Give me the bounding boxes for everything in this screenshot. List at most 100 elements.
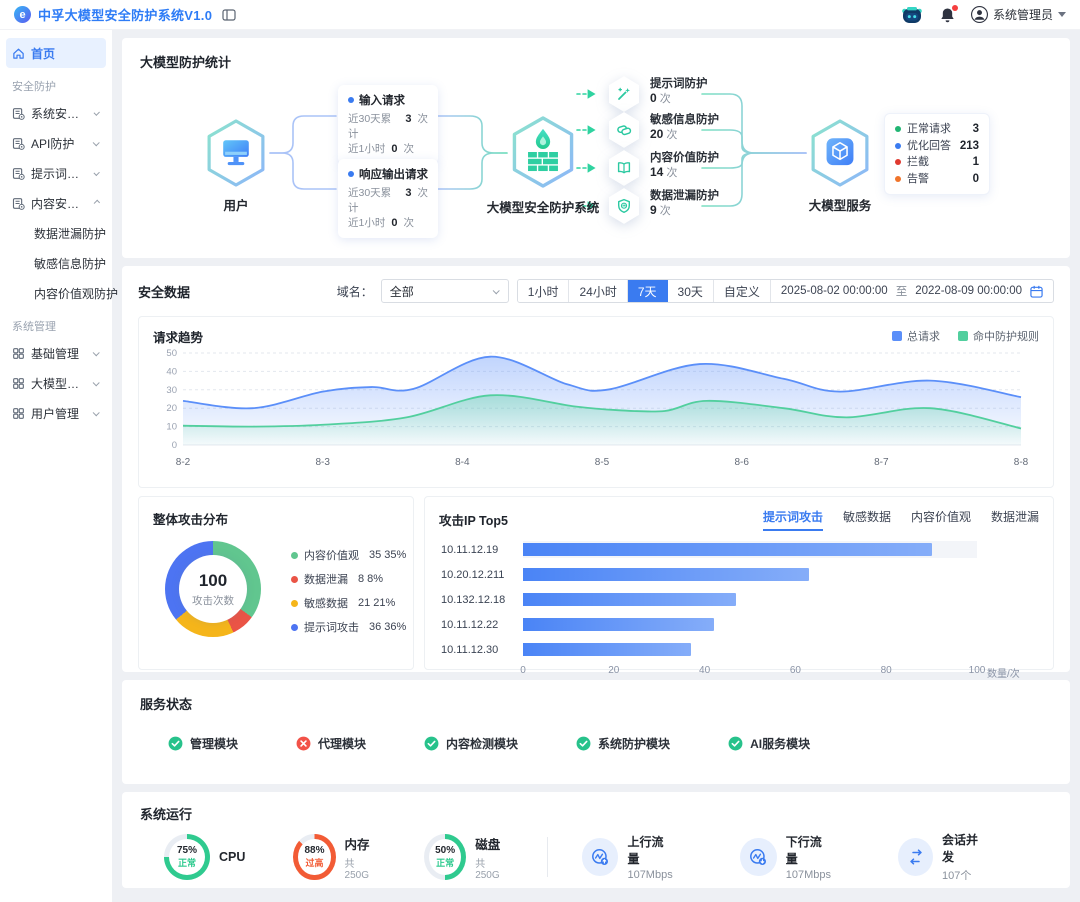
svg-text:30: 30 bbox=[166, 385, 177, 396]
assistant-robot-icon[interactable] bbox=[900, 5, 924, 25]
legend-swatch bbox=[892, 331, 902, 341]
sidebar-item[interactable]: 系统安全防护 bbox=[6, 98, 106, 128]
svg-text:8-2: 8-2 bbox=[176, 457, 191, 468]
service-stats-card: 正常请求 3 优化回答 213 拦截 1 告警 0 bbox=[884, 113, 990, 195]
request-row-label: 近1小时 bbox=[348, 143, 386, 155]
calendar-icon[interactable] bbox=[1030, 285, 1043, 298]
protection-node bbox=[606, 110, 642, 150]
gauge-percent: 88% bbox=[304, 845, 325, 856]
gauge-ring: 50% 正常 bbox=[424, 834, 467, 880]
request-card-row: 近1小时 0 次 bbox=[348, 142, 428, 157]
protection-row: 敏感信息防护 20 次 bbox=[650, 114, 800, 143]
input-request-card: 输入请求 近30天累计 3 次近1小时 0 次 bbox=[338, 85, 438, 164]
metric-text: 会话并发 107个 bbox=[942, 831, 986, 883]
protection-value: 14 次 bbox=[650, 165, 678, 179]
bar-value-bar bbox=[523, 593, 737, 606]
bar-value-bar bbox=[523, 643, 691, 656]
legend-item[interactable]: 总请求 bbox=[892, 328, 940, 344]
system-running-card: 系统运行 75% 正常 CPU 88% 过高 内存 共250G 50% 正常 磁盘 共250G 上行流… bbox=[122, 792, 1070, 888]
attack-type-tab[interactable]: 提示词攻击 bbox=[762, 508, 823, 531]
service-stat-row: 拦截 1 bbox=[895, 154, 979, 171]
donut-legend-item[interactable]: 敏感数据 21 21% bbox=[291, 591, 406, 615]
sidebar-item-label: 用户管理 bbox=[31, 406, 80, 421]
service-status-title: 服务状态 bbox=[140, 697, 193, 712]
gauge-ring-inner: 50% 正常 bbox=[429, 839, 462, 875]
sidebar-subitem[interactable]: 数据泄漏防护 bbox=[34, 226, 107, 241]
bar-zone bbox=[523, 537, 977, 562]
range-button[interactable]: 自定义 bbox=[713, 280, 771, 302]
request-card-title: 响应输出请求 bbox=[348, 166, 428, 182]
attack-type-tab[interactable]: 数据泄漏 bbox=[990, 509, 1039, 524]
gauge-sub-label: 共250G bbox=[344, 858, 369, 881]
output-request-card: 响应输出请求 近30天累计 3 次近1小时 0 次 bbox=[338, 159, 438, 238]
service-stat-row: 正常请求 3 bbox=[895, 121, 979, 138]
user-menu[interactable]: 系统管理员 bbox=[970, 6, 1066, 23]
resource-gauge: 50% 正常 磁盘 共250G bbox=[424, 834, 507, 881]
service-module: 管理模块 bbox=[168, 735, 238, 752]
notification-badge bbox=[951, 4, 958, 11]
user-name: 系统管理员 bbox=[992, 8, 1053, 22]
bar-chart-row: 10.11.12.30 bbox=[439, 637, 1039, 662]
sidebar-collapse-icon[interactable] bbox=[222, 8, 236, 21]
legend-item[interactable]: 命中防护规则 bbox=[958, 328, 1039, 344]
gauge-text: CPU bbox=[219, 850, 245, 864]
range-button[interactable]: 7天 bbox=[627, 280, 668, 302]
user-menu-caret-icon bbox=[1058, 12, 1066, 17]
chevron-down-icon bbox=[93, 109, 100, 116]
date-start-input[interactable]: 2025-08-02 00:00:00 bbox=[780, 285, 888, 297]
sidebar-subitem[interactable]: 内容价值观防护 bbox=[34, 286, 119, 301]
request-row-unit: 次 bbox=[403, 217, 414, 229]
donut-legend-value: 36 36% bbox=[369, 621, 407, 633]
legend-swatch bbox=[958, 331, 968, 341]
gauge-ring-inner: 88% 过高 bbox=[298, 839, 331, 875]
notification-bell-icon[interactable] bbox=[940, 4, 958, 23]
resource-gauge: 88% 过高 内存 共250G bbox=[293, 834, 376, 881]
cube-icon bbox=[826, 138, 854, 166]
donut-legend-item[interactable]: 内容价值观 35 35% bbox=[291, 543, 406, 567]
metric-value: 107个 bbox=[942, 870, 972, 882]
user-node bbox=[204, 117, 268, 189]
donut-legend-item[interactable]: 提示词攻击 36 36% bbox=[291, 615, 406, 639]
bar-zone bbox=[523, 562, 977, 587]
sidebar-item[interactable]: 大模型管理 bbox=[6, 368, 106, 398]
bar-chart-row: 10.20.12.211 bbox=[439, 562, 1039, 587]
sidebar-item[interactable]: 基础管理 bbox=[6, 338, 106, 368]
sidebar-item[interactable]: 用户管理 bbox=[6, 398, 106, 428]
bar-chart-row: 10.11.12.19 bbox=[439, 537, 1039, 562]
donut-legend-item[interactable]: 数据泄漏 8 8% bbox=[291, 567, 406, 591]
range-button[interactable]: 1小时 bbox=[517, 280, 570, 302]
sidebar-item[interactable]: 内容安全防护 bbox=[6, 188, 106, 218]
attack-type-tab[interactable]: 内容价值观 bbox=[910, 509, 971, 524]
svg-text:8-7: 8-7 bbox=[874, 457, 889, 468]
sidebar-item[interactable]: 首页 bbox=[6, 38, 106, 68]
domain-select[interactable]: 全部 bbox=[380, 279, 509, 303]
sidebar-item[interactable]: 提示词攻击防护 bbox=[6, 158, 106, 188]
protection-system-node bbox=[509, 113, 577, 191]
service-module-label: 系统防护模块 bbox=[598, 737, 671, 751]
donut-legend-label: 数据泄漏 bbox=[304, 574, 348, 586]
chevron-down-icon bbox=[92, 408, 100, 416]
bar-zone bbox=[523, 587, 977, 612]
gauge-text: 内存 共250G bbox=[345, 834, 377, 881]
sidebar-item[interactable]: API防护 bbox=[6, 128, 106, 158]
status-ok-icon bbox=[728, 736, 743, 751]
protection-flow-diagram: 用户 输入请求 近30天累计 3 次近1小时 0 次 响应输出请求 近30天累计 3 次近1小时… bbox=[140, 71, 1052, 251]
donut-legend-label: 内容价值观 bbox=[304, 550, 359, 562]
blue-dot-icon bbox=[348, 97, 354, 103]
gauge-percent: 75% bbox=[176, 845, 197, 856]
date-end-input[interactable]: 2022-08-09 00:00:00 bbox=[915, 285, 1022, 297]
attack-type-tab[interactable]: 敏感数据 bbox=[842, 509, 891, 524]
domain-label: 域名： bbox=[336, 284, 373, 299]
metric-label: 会话并发 bbox=[942, 833, 979, 864]
sidebar-item-label: 系统安全防护 bbox=[31, 106, 88, 121]
sidebar-item-label: 提示词攻击防护 bbox=[31, 166, 88, 181]
gauge-sub-label: 共250G bbox=[475, 858, 500, 881]
request-card-title-text: 响应输出请求 bbox=[359, 169, 428, 181]
protection-node bbox=[606, 186, 642, 226]
request-card-title-text: 输入请求 bbox=[359, 95, 405, 107]
request-row-label: 近30天累计 bbox=[348, 187, 392, 214]
sidebar-subitem[interactable]: 敏感信息防护 bbox=[34, 256, 107, 271]
sidebar-item-label: API防护 bbox=[31, 136, 75, 151]
range-button[interactable]: 24小时 bbox=[569, 280, 628, 302]
range-button[interactable]: 30天 bbox=[667, 280, 714, 302]
